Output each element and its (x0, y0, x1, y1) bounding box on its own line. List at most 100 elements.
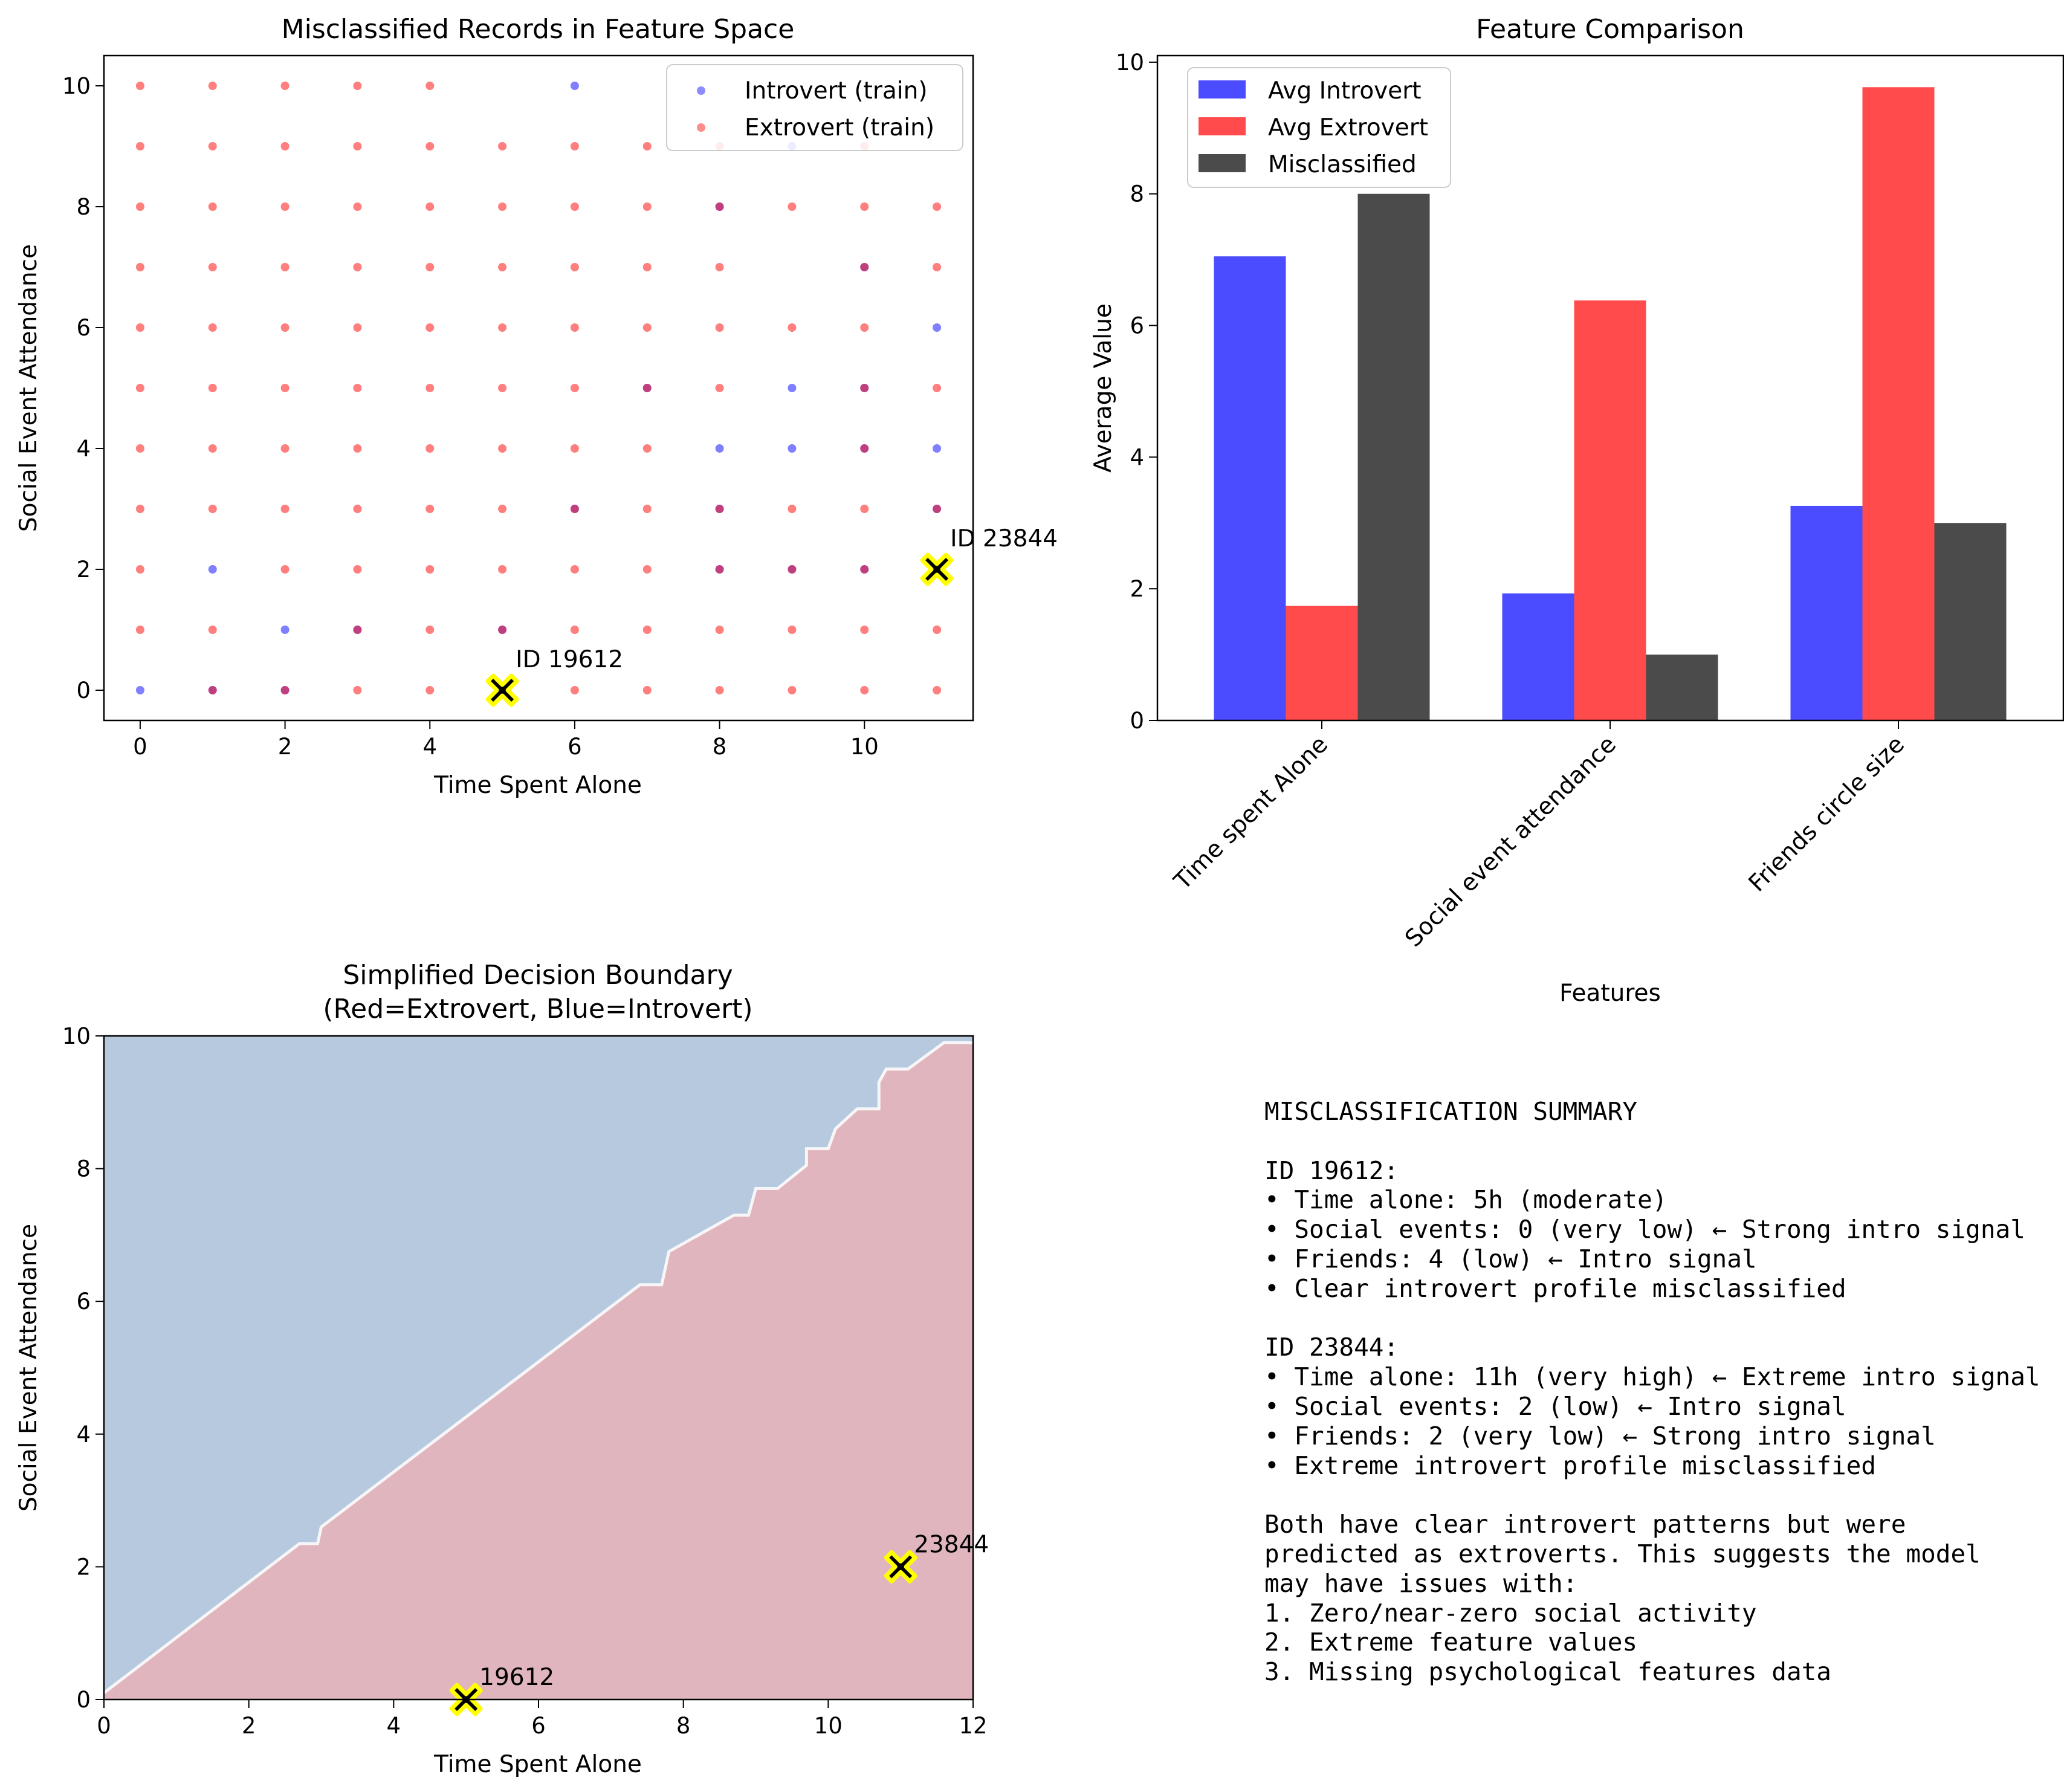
extrovert-point (425, 444, 435, 453)
extrovert-point (280, 323, 290, 332)
summary-id1-header: ID 19612: (1264, 1156, 1399, 1185)
extrovert-point (788, 202, 797, 211)
avg-extrovert-bar (1286, 606, 1358, 720)
boundary-xtick-label: 0 (97, 1713, 111, 1739)
summary-id2-header: ID 23844: (1264, 1333, 1399, 1362)
extrovert-point (933, 384, 942, 392)
extrovert-point (788, 505, 797, 513)
scatter-xtick-label: 0 (133, 734, 147, 760)
extrovert-point (135, 323, 144, 332)
extrovert-point (353, 626, 362, 634)
legend-extrovert-label: Extrovert (train) (745, 114, 934, 141)
extrovert-point (933, 505, 942, 513)
boundary-xtick-label: 4 (387, 1713, 401, 1739)
misclassified-bar (1646, 655, 1718, 720)
summary-id1-item: • Time alone: 5h (moderate) (1264, 1185, 1668, 1215)
extrovert-point (860, 565, 869, 574)
extrovert-point (860, 384, 869, 392)
summary-title: MISCLASSIFICATION SUMMARY (1264, 1097, 1638, 1126)
extrovert-point (135, 142, 144, 150)
summary-id2-item: • Social events: 2 (low) ← Intro signal (1264, 1391, 1846, 1421)
extrovert-point (715, 202, 724, 211)
extrovert-point (570, 142, 579, 150)
extrovert-point (208, 202, 217, 211)
extrovert-point (788, 686, 797, 694)
scatter-ytick-label: 10 (62, 73, 91, 99)
extrovert-point (715, 323, 724, 332)
introvert-point (280, 626, 290, 634)
boundary-xtick-label: 12 (959, 1713, 987, 1739)
extrovert-point (715, 626, 724, 634)
extrovert-point (208, 505, 217, 513)
boundary-ytick-label: 6 (76, 1289, 91, 1315)
scatter-ylabel: Social Event Attendance (15, 244, 42, 532)
extrovert-point (425, 202, 435, 211)
extrovert-point (642, 384, 652, 392)
summary-conclusion-line: Both have clear introvert patterns but w… (1264, 1510, 1906, 1539)
extrovert-point (135, 202, 144, 211)
extrovert-point (642, 626, 652, 634)
misclassified-bar (1357, 193, 1430, 720)
extrovert-point (860, 202, 869, 211)
extrovert-point (208, 384, 217, 392)
extrovert-point (642, 505, 652, 513)
extrovert-point (642, 323, 652, 332)
misclassification-summary: MISCLASSIFICATION SUMMARY ID 19612: • Ti… (1264, 1097, 2040, 1687)
extrovert-point (933, 626, 942, 634)
extrovert-point (860, 505, 869, 513)
scatter-legend: Introvert (train) Extrovert (train) (666, 64, 963, 151)
extrovert-point (642, 565, 652, 574)
extrovert-point (425, 82, 435, 90)
extrovert-point (788, 565, 797, 574)
scatter-ytick-label: 2 (76, 557, 91, 583)
bar-category-label: Friends circle size (1744, 731, 1910, 897)
extrovert-point (425, 505, 435, 513)
extrovert-point (208, 142, 217, 150)
scatter-xtick-label: 6 (568, 734, 582, 760)
extrovert-point (860, 444, 869, 453)
boundary-ytick-label: 4 (76, 1422, 91, 1448)
extrovert-point (353, 444, 362, 453)
extrovert-point (353, 565, 362, 574)
extrovert-point (135, 263, 144, 271)
extrovert-point (570, 626, 579, 634)
extrovert-point (570, 263, 579, 271)
summary-id2-item: • Extreme introvert profile misclassifie… (1264, 1451, 1877, 1480)
misclassified-marker (920, 552, 954, 586)
extrovert-point (353, 505, 362, 513)
legend-extrovert-marker (697, 123, 705, 132)
extrovert-point (353, 142, 362, 150)
introvert-point (788, 444, 797, 453)
legend-avg-introvert-label: Avg Introvert (1268, 77, 1422, 105)
introvert-point (788, 384, 797, 392)
legend-introvert-label: Introvert (train) (745, 77, 928, 105)
misclassified-label: 23844 (914, 1531, 989, 1558)
bar-legend-box (1187, 67, 1451, 188)
boundary-title: Simplified Decision Boundary (343, 960, 733, 991)
extrovert-point (498, 505, 507, 513)
extrovert-point (860, 686, 869, 694)
legend-misclassified-swatch (1199, 154, 1246, 172)
extrovert-point (788, 626, 797, 634)
bar-ytick-label: 8 (1130, 181, 1144, 207)
extrovert-point (933, 202, 942, 211)
extrovert-point (570, 565, 579, 574)
extrovert-point (280, 142, 290, 150)
scatter-ytick-label: 0 (76, 678, 91, 704)
legend-introvert-marker (697, 86, 705, 95)
extrovert-region (104, 1042, 973, 1700)
introvert-point (933, 323, 942, 332)
extrovert-point (353, 202, 362, 211)
extrovert-point (135, 565, 144, 574)
scatter-panel: Misclassified Records in Feature Space I… (15, 14, 1058, 799)
extrovert-point (425, 384, 435, 392)
extrovert-point (353, 263, 362, 271)
avg-introvert-bar (1502, 593, 1574, 720)
extrovert-point (498, 384, 507, 392)
extrovert-point (280, 263, 290, 271)
extrovert-point (425, 626, 435, 634)
extrovert-point (208, 626, 217, 634)
misclassified-bar (1934, 523, 2007, 720)
extrovert-point (642, 202, 652, 211)
summary-conclusion-line: 2. Extreme feature values (1264, 1628, 1638, 1657)
